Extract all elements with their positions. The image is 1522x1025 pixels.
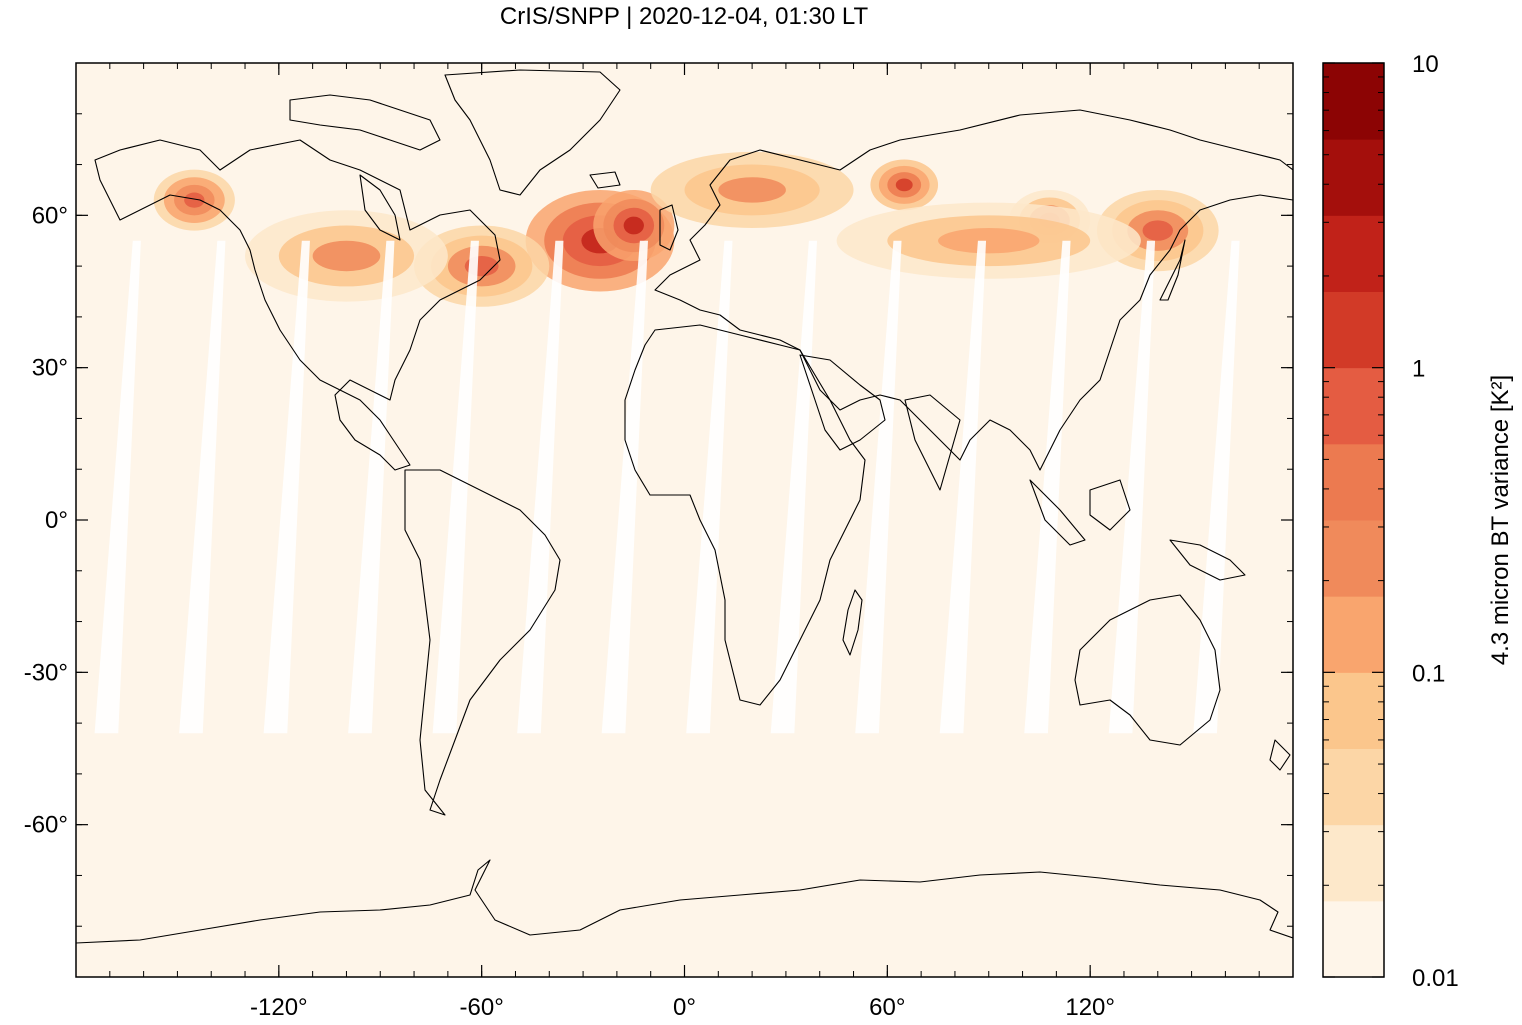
coastline-eurasia [654, 109, 1293, 471]
colorbar-tick-label: 0.01 [1412, 965, 1459, 992]
swath-gap [348, 240, 395, 734]
colorbar-band [1323, 139, 1384, 216]
coastline-japan [1159, 239, 1186, 301]
coastline-hudson-bay [359, 174, 401, 241]
coastline-africa [624, 324, 866, 706]
colorbar-tick-label: 0.1 [1412, 660, 1445, 687]
colorbar-band [1323, 824, 1384, 902]
swath-gap [855, 240, 902, 734]
coastline-australia [1074, 594, 1221, 746]
coastline-india [904, 394, 961, 491]
colorbar-bands [1323, 63, 1384, 978]
heat-region [184, 192, 205, 208]
swath-gap [601, 240, 648, 734]
y-tick-label: 60° [32, 202, 68, 229]
colorbar-label: 4.3 micron BT variance [K²] [1487, 375, 1514, 665]
colorbar-band [1323, 63, 1384, 140]
colorbar-frame [1322, 62, 1385, 978]
x-axis-ticks: -120° -60° 0° 60° 120° [250, 63, 1115, 1021]
coastline-iceland [589, 171, 621, 189]
y-axis-ticks: 60° 30° 0° -30° -60° [24, 202, 1293, 839]
swath-gap [517, 240, 564, 734]
x-tick-label: -60° [460, 994, 504, 1020]
coastline-new-zealand [1269, 739, 1291, 771]
swath-gap [263, 240, 310, 734]
swath-gap [1024, 240, 1071, 734]
coastline-south-america [404, 469, 561, 816]
colorbar-band [1323, 900, 1384, 978]
chart-title: CrIS/SNPP | 2020-12-04, 01:30 LT [500, 3, 869, 30]
y-tick-label: 0° [45, 507, 68, 534]
heat-region [938, 228, 1040, 254]
coastline-new-guinea [1169, 539, 1246, 581]
swath-gap [686, 240, 733, 734]
heat-region [1142, 220, 1173, 241]
colorbar-band [1323, 367, 1384, 445]
swath-gap [432, 240, 479, 734]
coastline-layer [76, 69, 1293, 944]
x-tick-label: 0° [673, 994, 696, 1020]
colorbar-tick-label: 10 [1412, 51, 1439, 78]
x-tick-label: 120° [1065, 994, 1115, 1020]
swath-gap-layer [94, 240, 1240, 734]
swath-gap [1193, 240, 1240, 734]
heat-region [312, 240, 381, 272]
colorbar-band [1323, 672, 1384, 749]
colorbar-band [1323, 520, 1384, 597]
heat-region [718, 177, 786, 203]
colorbar: 10 1 0.1 0.01 4.3 micron BT variance [K²] [1322, 51, 1514, 992]
x-tick-label: -120° [250, 994, 308, 1020]
coastline-arabia [799, 354, 886, 451]
colorbar-band [1323, 748, 1384, 826]
coastline-borneo-sumatra [1029, 479, 1131, 546]
x-tick-label: 60° [869, 994, 905, 1020]
y-tick-label: -30° [24, 659, 68, 686]
heat-layer [153, 151, 1219, 307]
coastline-antarctica [76, 859, 1293, 944]
swath-gap [1108, 240, 1156, 734]
colorbar-band [1323, 291, 1384, 369]
colorbar-band [1323, 443, 1384, 521]
coastline-north-america [94, 139, 501, 471]
coastline-greenland [444, 69, 621, 196]
colorbar-band [1323, 215, 1384, 292]
plot-area [76, 63, 1293, 977]
swath-gap [94, 240, 141, 734]
coastline-arctic-islands [289, 94, 441, 151]
swath-gap [939, 240, 987, 734]
y-tick-label: -60° [24, 812, 68, 839]
coastline-madagascar [842, 589, 863, 656]
colorbar-band [1323, 596, 1384, 673]
heat-region [895, 178, 913, 192]
swath-gap [179, 240, 226, 734]
swath-gap [770, 240, 818, 734]
heat-region [623, 216, 644, 235]
colorbar-ticks: 10 1 0.1 0.01 [1323, 51, 1459, 992]
y-tick-label: 30° [32, 355, 68, 382]
colorbar-tick-label: 1 [1412, 356, 1425, 383]
coastline-uk [659, 204, 679, 251]
